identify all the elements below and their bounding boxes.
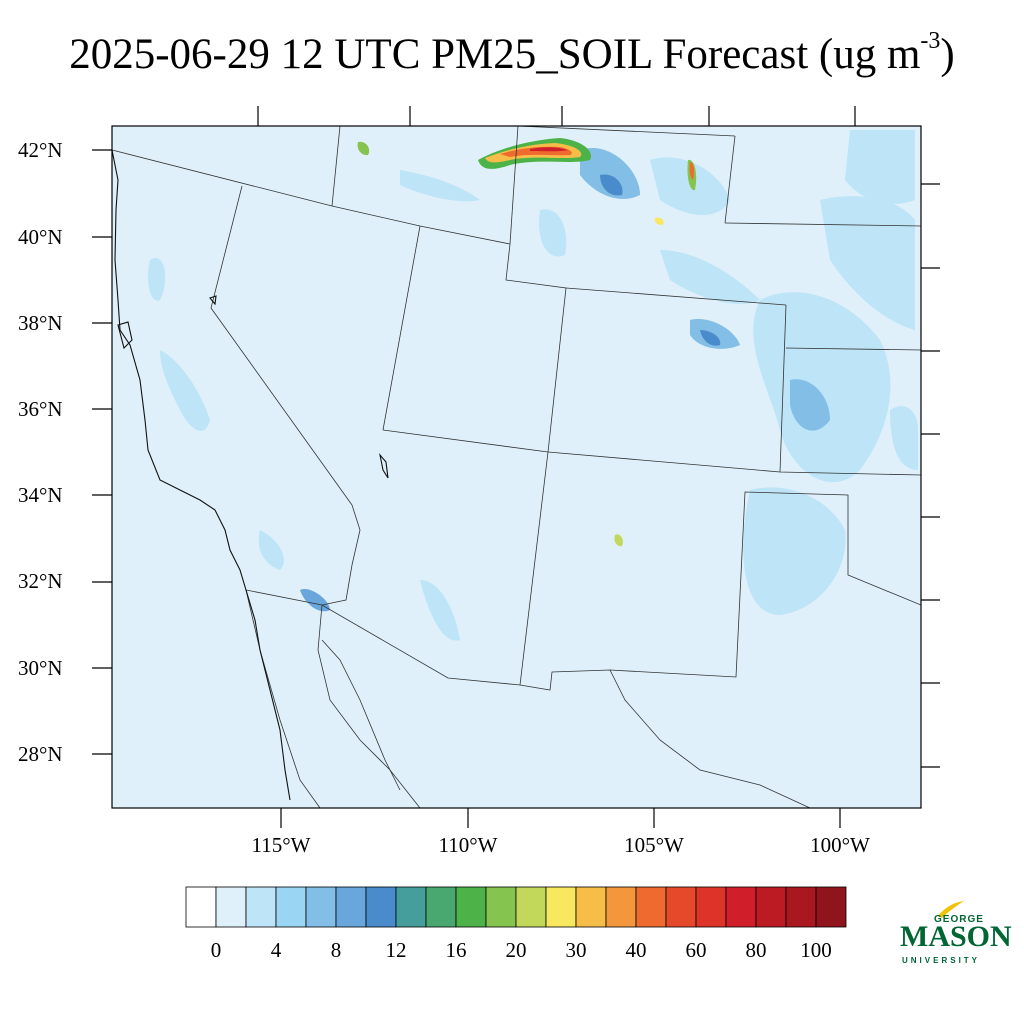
logo-brand-text: MASON	[900, 920, 1012, 953]
lon-label-115: 115°W	[251, 833, 311, 857]
colorbar-label: 12	[385, 938, 407, 962]
map-frame	[111, 125, 922, 809]
lat-label-28: 28°N	[18, 742, 63, 766]
logo-swoosh-icon	[938, 901, 964, 918]
colorbar-label: 4	[270, 938, 282, 962]
lon-label-100: 100°W	[810, 833, 870, 857]
logo-bottom-text: UNIVERSITY	[902, 956, 981, 965]
lon-label-105: 105°W	[624, 833, 684, 857]
map-background	[112, 126, 921, 808]
lat-label-38: 38°N	[18, 311, 63, 335]
lat-label-36: 36°N	[18, 397, 63, 421]
lat-label-34: 34°N	[18, 483, 63, 507]
chart-title: 2025-06-29 12 UTC PM25_SOIL Forecast (ug…	[69, 28, 955, 78]
lat-label-32: 32°N	[18, 569, 63, 593]
axis-ticks	[92, 106, 940, 828]
colorbar-label: 8	[330, 938, 342, 962]
colorbar-label: 100	[800, 938, 832, 962]
coastline	[112, 149, 389, 801]
colorbar-label: 80	[745, 938, 767, 962]
lat-label-30: 30°N	[18, 656, 63, 680]
lat-label-40: 40°N	[18, 225, 63, 249]
logo-top-text: GEORGE	[934, 914, 984, 925]
colorbar-label: 60	[685, 938, 707, 962]
state-boundaries	[112, 126, 921, 808]
concentration-shading	[148, 130, 918, 641]
colorbar-label: 20	[505, 938, 527, 962]
gmu-logo: GEORGE MASON UNIVERSITY	[898, 898, 1012, 970]
lat-label-42: 42°N	[18, 138, 63, 162]
colorbar-label: 30	[565, 938, 587, 962]
colorbar-label: 40	[625, 938, 647, 962]
colorbar-label: 16	[445, 938, 467, 962]
lon-label-110: 110°W	[438, 833, 498, 857]
colorbar-label: 0	[210, 938, 222, 962]
